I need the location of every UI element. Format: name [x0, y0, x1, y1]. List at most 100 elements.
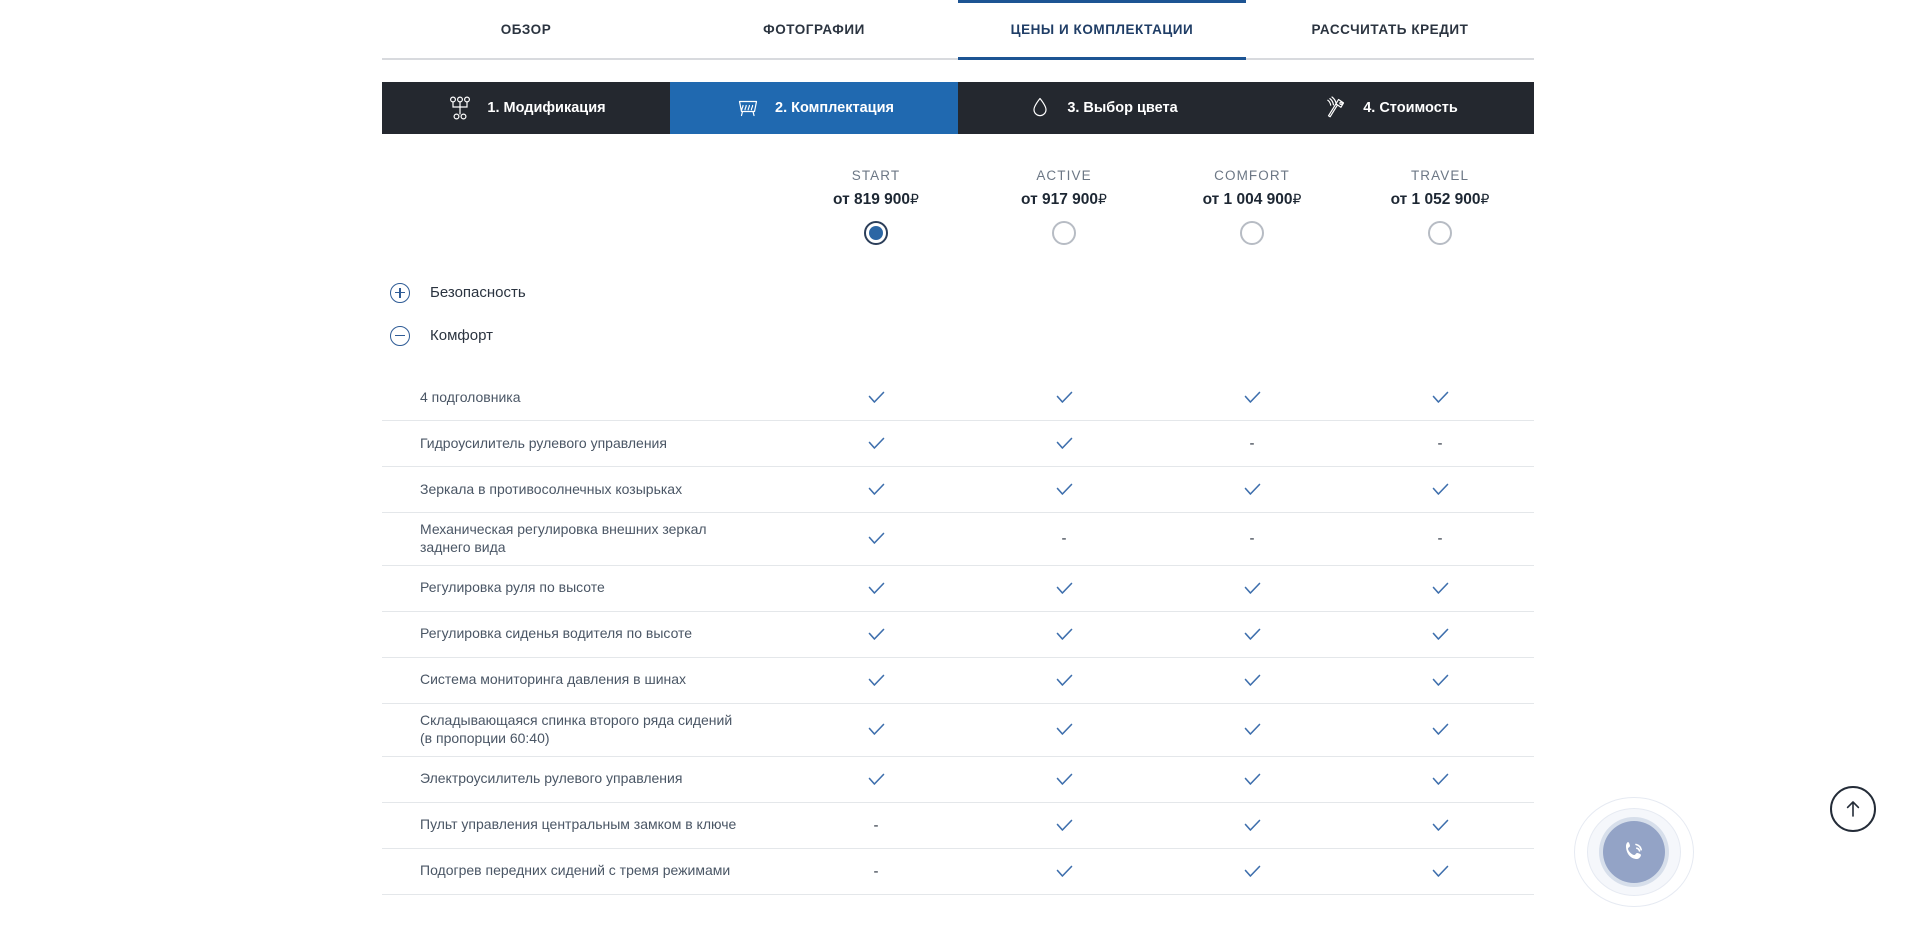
tab-prices-and-trims-label: ЦЕНЫ И КОМПЛЕКТАЦИИ	[1010, 21, 1194, 37]
feature-values	[782, 612, 1534, 657]
paint-drop-icon	[1026, 94, 1054, 122]
check-icon	[1056, 865, 1072, 877]
feature-value-cell	[970, 612, 1158, 657]
feature-value-cell	[1346, 375, 1534, 420]
check-icon	[1056, 483, 1072, 495]
step-trim-label: 2. Комплектация	[775, 100, 894, 116]
feature-value-cell	[970, 375, 1158, 420]
feature-value-cell	[1158, 467, 1346, 512]
minus-icon	[390, 325, 410, 346]
tab-overview-label: ОБЗОР	[500, 21, 552, 37]
feature-value-cell	[1158, 707, 1346, 752]
configurator-steps: 1. Модификация 2. Комплектация	[382, 82, 1534, 134]
check-icon	[868, 723, 884, 736]
trim-price-travel: от 1 052 900₽	[1346, 191, 1534, 209]
feature-values	[782, 707, 1534, 752]
check-icon	[1432, 483, 1448, 495]
scroll-to-top-button[interactable]	[1830, 786, 1876, 832]
feature-value-cell	[970, 421, 1158, 466]
check-icon	[868, 773, 884, 785]
check-icon	[1432, 819, 1448, 831]
check-icon	[1432, 582, 1448, 594]
check-icon	[868, 582, 884, 594]
accordion-header-comfort[interactable]: Комфорт	[382, 314, 1534, 357]
feature-name: Регулировка руля по высоте	[420, 579, 605, 596]
tab-prices-and-trims[interactable]: ЦЕНЫ И КОМПЛЕКТАЦИИ	[958, 0, 1246, 60]
dash-icon: -	[1437, 530, 1443, 548]
check-icon	[1244, 582, 1260, 594]
feature-value-cell: -	[1158, 421, 1346, 466]
feature-value-cell	[1346, 612, 1534, 657]
feature-value-cell	[1346, 658, 1534, 703]
feature-name: Зеркала в противосолнечных козырьках	[420, 480, 683, 497]
step-color[interactable]: 3. Выбор цвета	[958, 82, 1246, 134]
check-icon	[1056, 819, 1072, 831]
feature-value-cell	[1346, 803, 1534, 848]
trim-column-comfort: COMFORT от 1 004 900₽	[1158, 168, 1346, 245]
check-icon	[1244, 773, 1260, 785]
trim-price-active-value: от 917 900	[1021, 191, 1099, 208]
dash-icon: -	[873, 816, 879, 834]
feature-values: -	[782, 849, 1534, 894]
feature-values	[782, 375, 1534, 420]
feature-value-cell	[782, 516, 970, 561]
step-modification[interactable]: 1. Модификация	[382, 82, 670, 134]
tab-photos-label: ФОТОГРАФИИ	[763, 21, 865, 37]
feature-value-cell: -	[1346, 421, 1534, 466]
feature-value-cell	[782, 612, 970, 657]
tab-overview[interactable]: ОБЗОР	[382, 0, 670, 58]
table-row: Складывающаяся спинка второго ряда сиден…	[382, 704, 1534, 757]
table-row: Подогрев передних сидений с тремя режима…	[382, 849, 1534, 895]
feature-value-cell	[1158, 757, 1346, 802]
trim-radio-travel[interactable]	[1428, 221, 1452, 245]
check-icon	[868, 437, 884, 449]
feature-value-cell	[782, 467, 970, 512]
table-row: Регулировка сиденья водителя по высоте	[382, 612, 1534, 658]
feature-value-cell	[1346, 757, 1534, 802]
heated-seat-icon	[734, 94, 762, 122]
plus-icon	[390, 282, 410, 303]
feature-values: -	[782, 803, 1534, 848]
trim-price-travel-value: от 1 052 900	[1390, 191, 1481, 208]
trim-radio-start[interactable]	[864, 221, 888, 245]
feature-value-cell	[970, 849, 1158, 894]
table-row: Механическая регулировка внешних зеркал …	[382, 513, 1534, 566]
feature-value-cell	[1346, 707, 1534, 752]
table-row: Электроусилитель рулевого управления	[382, 757, 1534, 803]
accordion-header-safety[interactable]: Безопасность	[382, 271, 1534, 314]
check-icon	[1432, 391, 1448, 403]
tab-photos[interactable]: ФОТОГРАФИИ	[670, 0, 958, 58]
check-icon	[1432, 628, 1448, 640]
check-icon	[868, 628, 884, 640]
feature-value-cell	[1158, 612, 1346, 657]
callback-phone-button[interactable]	[1572, 790, 1696, 914]
check-icon	[1056, 773, 1072, 785]
feature-name: Подогрев передних сидений с тремя режима…	[420, 862, 731, 879]
step-trim[interactable]: 2. Комплектация	[670, 82, 958, 134]
dash-icon: -	[1249, 435, 1255, 452]
feature-name: Гидроусилитель рулевого управления	[420, 434, 667, 451]
step-price[interactable]: 4. Стоимость	[1246, 82, 1534, 134]
feature-values	[782, 757, 1534, 802]
step-price-label: 4. Стоимость	[1363, 100, 1458, 116]
dash-icon: -	[1249, 530, 1255, 548]
trim-radio-comfort[interactable]	[1240, 221, 1264, 245]
feature-value-cell: -	[782, 849, 970, 894]
ruble-sign-icon: ₽	[1292, 191, 1302, 207]
check-icon	[1056, 628, 1072, 640]
feature-value-cell: -	[970, 516, 1158, 561]
trim-name-travel: TRAVEL	[1410, 168, 1470, 183]
feature-value-cell	[970, 757, 1158, 802]
trim-price-start-value: от 819 900	[833, 191, 911, 208]
car-key-icon	[1322, 94, 1350, 122]
tab-credit-calculator-label: РАССЧИТАТЬ КРЕДИТ	[1311, 21, 1469, 37]
table-row: Зеркала в противосолнечных козырьках	[382, 467, 1534, 513]
trim-header-row: START от 819 900₽ ACTIVE от 917 900₽ COM…	[382, 168, 1534, 245]
check-icon	[1244, 391, 1260, 403]
tab-credit-calculator[interactable]: РАССЧИТАТЬ КРЕДИТ	[1246, 0, 1534, 58]
trim-column-start: START от 819 900₽	[782, 168, 970, 245]
trim-radio-active[interactable]	[1052, 221, 1076, 245]
check-icon	[1432, 723, 1448, 736]
check-icon	[1244, 628, 1260, 640]
check-icon	[1432, 773, 1448, 785]
